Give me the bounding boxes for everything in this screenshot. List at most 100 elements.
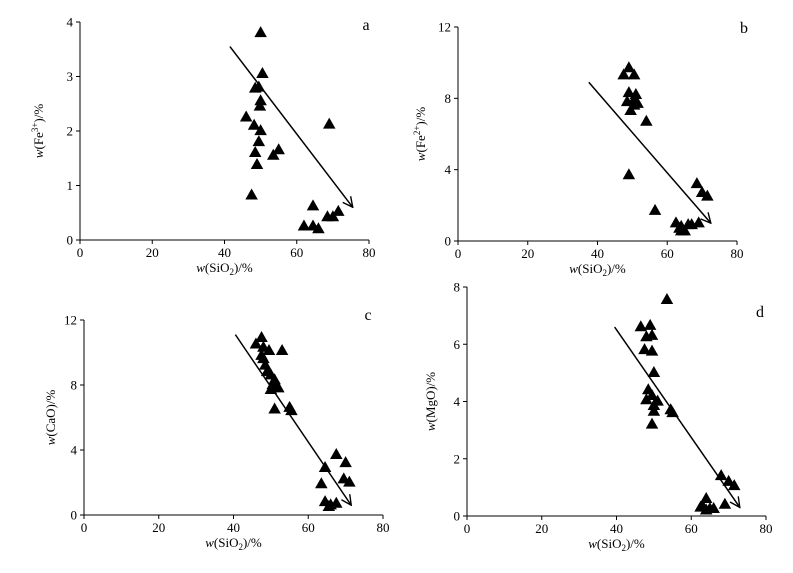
y-tick-label: 8: [454, 280, 461, 295]
x-tick-label: 80: [760, 521, 773, 536]
data-point-triangle: [322, 500, 336, 512]
x-axis-title: w(SiO2)/%: [588, 536, 645, 553]
x-tick-label: 60: [661, 246, 674, 261]
data-point-triangle: [647, 366, 661, 378]
data-point-triangle: [245, 188, 258, 200]
x-axis-title: w(SiO2)/%: [205, 535, 262, 552]
x-tick-label: 60: [290, 245, 303, 260]
data-point-triangle: [318, 461, 332, 473]
trend-arrow: [588, 81, 711, 223]
x-tick-label: 40: [610, 521, 623, 536]
x-tick-label: 20: [521, 246, 534, 261]
data-point-triangle: [643, 318, 657, 330]
y-axis-title: w(MgO)/%: [423, 372, 438, 431]
data-points: [634, 293, 741, 515]
data-point-triangle: [648, 203, 662, 215]
y-tick-label: 8: [445, 91, 452, 106]
x-tick-label: 60: [302, 520, 315, 535]
trend-arrow: [229, 46, 353, 208]
panel-letter: a: [362, 17, 369, 34]
y-tick-label: 4: [71, 443, 78, 458]
y-tick-label: 1: [67, 178, 74, 193]
data-point-triangle: [645, 344, 659, 356]
panel-b: 0 20 40 60 80 0 4 8 12 b w(SiO2)/% w(Fe2+)/%: [412, 20, 748, 279]
y-tick-label: 0: [445, 234, 452, 249]
data-point-triangle: [707, 502, 720, 514]
data-point-triangle: [257, 352, 270, 364]
y-tick-label: 2: [67, 124, 74, 139]
y-axis-title: w(Fe3+)/%: [30, 104, 46, 159]
x-tick-label: 80: [731, 246, 744, 261]
x-tick-label: 0: [455, 246, 462, 261]
data-point-triangle: [297, 219, 311, 231]
data-point-triangle: [306, 199, 320, 211]
data-point-triangle: [714, 469, 728, 481]
data-points: [249, 331, 356, 512]
y-axis-title: w(CaO)/%: [43, 390, 58, 446]
data-point-triangle: [254, 94, 267, 106]
x-tick-label: 0: [464, 521, 471, 536]
panel-c: 0 20 40 60 80 0 4 8 12 c w(SiO2)/% w(CaO)/%: [43, 307, 390, 552]
x-tick-label: 60: [685, 521, 698, 536]
data-point-triangle: [701, 189, 714, 201]
data-point-triangle: [673, 221, 686, 233]
data-point-triangle: [692, 216, 705, 228]
trend-arrow: [234, 334, 351, 506]
x-tick-label: 80: [363, 245, 376, 260]
data-point-triangle: [256, 66, 269, 78]
y-tick-label: 12: [64, 313, 77, 328]
y-tick-label: 0: [71, 508, 78, 523]
data-point-triangle: [622, 61, 636, 73]
panel-letter: d: [756, 304, 764, 321]
data-point-triangle: [718, 497, 732, 509]
panel-d: 0 20 40 60 80 0 2 4 6 8 d w(SiO2)/% w(MgO)/%: [423, 280, 773, 554]
y-tick-label: 12: [438, 20, 451, 35]
data-point-triangle: [343, 475, 356, 487]
data-point-triangle: [249, 337, 263, 349]
data-point-triangle: [645, 388, 659, 400]
data-point-triangle: [252, 135, 266, 147]
y-tick-label: 0: [454, 509, 461, 524]
data-point-triangle: [622, 86, 636, 98]
data-point-triangle: [640, 114, 653, 126]
data-point-triangle: [323, 117, 336, 129]
data-point-triangle: [285, 404, 298, 416]
data-point-triangle: [339, 456, 352, 468]
panel-a: 0 20 40 60 80 0 1 2 3 4 a w(SiO2)/% w(Fe3+)/%: [30, 15, 376, 278]
data-point-triangle: [627, 98, 641, 110]
data-point-triangle: [268, 402, 281, 414]
x-tick-label: 80: [377, 520, 390, 535]
data-point-triangle: [722, 474, 735, 486]
data-point-triangle: [239, 110, 253, 122]
data-point-triangle: [645, 328, 659, 340]
data-point-triangle: [617, 68, 630, 80]
data-point-triangle: [647, 404, 661, 416]
data-point-triangle: [332, 204, 345, 216]
x-tick-label: 0: [77, 245, 84, 260]
y-tick-label: 4: [454, 394, 461, 409]
data-point-triangle: [252, 80, 266, 92]
data-point-triangle: [247, 118, 261, 130]
y-tick-label: 6: [454, 337, 461, 352]
data-point-triangle: [272, 381, 285, 393]
data-point-triangle: [272, 143, 285, 155]
x-axis-title: w(SiO2)/%: [196, 260, 253, 277]
y-tick-label: 3: [67, 69, 74, 84]
data-point-triangle: [275, 344, 289, 356]
y-tick-label: 4: [445, 162, 452, 177]
data-point-triangle: [627, 68, 641, 80]
data-point-triangle: [330, 448, 343, 460]
x-tick-label: 20: [152, 520, 165, 535]
data-point-triangle: [699, 503, 713, 515]
data-point-triangle: [330, 496, 343, 508]
panel-letter: c: [364, 307, 371, 324]
x-axis-title: w(SiO2)/%: [569, 261, 626, 278]
data-point-triangle: [250, 157, 264, 169]
data-point-triangle: [647, 398, 661, 410]
data-point-triangle: [255, 331, 268, 343]
data-point-triangle: [253, 99, 267, 111]
data-point-triangle: [660, 293, 674, 305]
data-point-triangle: [248, 145, 262, 157]
data-point-triangle: [262, 344, 276, 356]
